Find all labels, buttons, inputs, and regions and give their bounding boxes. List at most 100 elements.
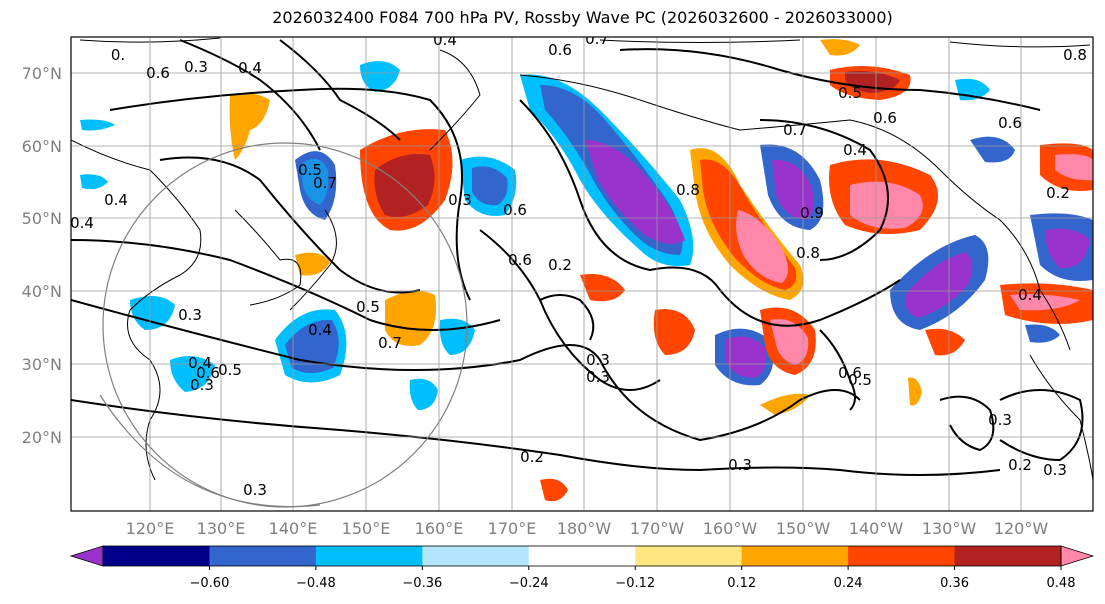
range-arc <box>99 394 321 508</box>
colorbar-tick-label: −0.12 <box>615 576 655 591</box>
contour-line <box>519 99 901 327</box>
contour-value-label: 0.6 <box>548 41 572 59</box>
contour-line <box>939 395 995 452</box>
contour-value-label: 0.7 <box>585 30 609 48</box>
colorbar-tick-label: −0.24 <box>509 576 549 591</box>
latitude-label: 70°N <box>22 64 62 83</box>
negative-anomaly-blob <box>170 356 215 392</box>
contour-value-label: 0.4 <box>308 321 332 339</box>
contour-value-label: 0.3 <box>178 306 202 324</box>
colorbar-segment <box>103 546 210 566</box>
coastline-alaska <box>519 74 1071 351</box>
contour-value-label: 0.2 <box>548 256 572 274</box>
longitude-label: 170°W <box>630 519 685 538</box>
contour-value-label: 0.5 <box>848 371 872 389</box>
contour-line <box>159 156 421 294</box>
positive-anomaly-blob <box>770 319 809 365</box>
colorbar-tick-label: 0.36 <box>940 576 969 591</box>
contour-value-label: 0.6 <box>196 364 220 382</box>
positive-anomaly-blob <box>653 309 695 355</box>
longitude-label: 130°E <box>197 519 246 538</box>
negative-anomaly-blob <box>970 136 1015 163</box>
colorbar-tick-label: 0.24 <box>834 576 863 591</box>
contour-value-label: 0.4 <box>70 214 94 232</box>
contour-value-label: 0.3 <box>728 456 752 474</box>
colorbar-tick-label: −0.60 <box>190 576 230 591</box>
negative-anomaly-blob <box>725 336 767 378</box>
longitude-label: 120°E <box>126 519 175 538</box>
gridlines <box>71 37 1093 511</box>
contour-value-label: 0.4 <box>1018 286 1042 304</box>
negative-anomaly-blob <box>904 252 973 318</box>
contour-line <box>71 399 1001 476</box>
contour-line <box>619 48 1041 111</box>
colorbar-tick-label: −0.48 <box>296 576 336 591</box>
contour-line <box>71 239 501 331</box>
contour-value-label: 0.3 <box>1043 461 1067 479</box>
longitude-label: 160°E <box>415 519 464 538</box>
contour-value-label: 0.3 <box>448 191 472 209</box>
negative-anomaly-blob <box>360 61 400 92</box>
negative-anomaly-blob <box>130 296 175 330</box>
positive-anomaly-blob <box>580 274 625 302</box>
positive-anomaly-blob <box>1010 294 1080 311</box>
positive-anomaly-blob <box>229 93 270 160</box>
contour-value-label: 0.3 <box>243 481 267 499</box>
coastline-north-america <box>1029 354 1093 481</box>
negative-anomaly-blob <box>772 159 814 220</box>
contour-value-label: 0.3 <box>190 376 214 394</box>
colorbar-segment <box>209 546 317 566</box>
longitude-label: 180°W <box>557 519 612 538</box>
contour-value-label: 0.8 <box>1063 46 1087 64</box>
longitude-label: 150°W <box>776 519 831 538</box>
positive-anomaly-blob <box>820 39 860 56</box>
positive-anomaly-blob <box>295 252 330 276</box>
latitude-label: 30°N <box>22 355 62 374</box>
contour-value-label: 0.4 <box>433 31 457 49</box>
contour-value-label: 0.6 <box>838 364 862 382</box>
contour-value-label: 0.7 <box>313 174 337 192</box>
coastline-kamchatka <box>429 49 481 151</box>
positive-anomaly-blob <box>374 154 435 218</box>
longitude-label: 160°W <box>703 519 758 538</box>
contour-value-label: 0.4 <box>238 59 262 77</box>
longitude-label: 140°W <box>849 519 904 538</box>
positive-anomaly-blob <box>736 210 789 283</box>
contour-value-label: 0.2 <box>1046 184 1070 202</box>
contour-value-label: 0.3 <box>586 368 610 386</box>
contour-value-label: 0.2 <box>1008 456 1032 474</box>
latitude-label: 50°N <box>22 209 62 228</box>
colorbar-tick-label: 0.12 <box>727 576 756 591</box>
contour-value-label: 0.6 <box>503 201 527 219</box>
contour-value-label: 0.6 <box>508 251 532 269</box>
colorbar-segment <box>954 546 1062 566</box>
colorbar-tick-label: −0.36 <box>402 576 442 591</box>
contour-value-label: 0.6 <box>998 114 1022 132</box>
latitude-label: 40°N <box>22 282 62 301</box>
contour-value-label: 0. <box>111 46 125 64</box>
coastline-japan <box>289 209 337 311</box>
negative-anomaly-blob <box>472 166 508 206</box>
map-frame <box>70 36 1094 512</box>
contour-value-label: 0.4 <box>843 141 867 159</box>
contour-value-label: 0.3 <box>988 411 1012 429</box>
colorbar-segment <box>741 546 849 566</box>
contour-value-label: 0.3 <box>184 58 208 76</box>
negative-anomaly-blob <box>1045 228 1090 269</box>
contour-line <box>279 39 401 141</box>
contour-value-label: 0.8 <box>796 244 820 262</box>
contour-labels: 0.4 0.70.60.6 0.3 0.40.50.60.70.40.60.80.4 0… <box>70 30 1087 499</box>
longitude-label: 130°W <box>922 519 977 538</box>
colorbar: −0.60 −0.48 −0.36 −0.24 −0.12 0.12 0.24 0.36 0.4… <box>69 545 1095 591</box>
colorbar-segment <box>848 546 956 566</box>
contour-value-label: 0.7 <box>783 121 807 139</box>
contour-value-label: 0.6 <box>873 109 897 127</box>
longitude-label: 150°E <box>342 519 391 538</box>
longitude-labels: 120°E 130°E 140°E 150°E 160°E 170°E 180°W 170°W… <box>126 519 1049 538</box>
longitude-label: 140°E <box>269 519 318 538</box>
colorbar-segment <box>528 546 636 566</box>
contour-value-label: 0.4 <box>104 191 128 209</box>
contour-value-label: 0.2 <box>520 448 544 466</box>
positive-anomaly-blob <box>845 71 900 93</box>
negative-anomaly-blob <box>409 378 438 410</box>
